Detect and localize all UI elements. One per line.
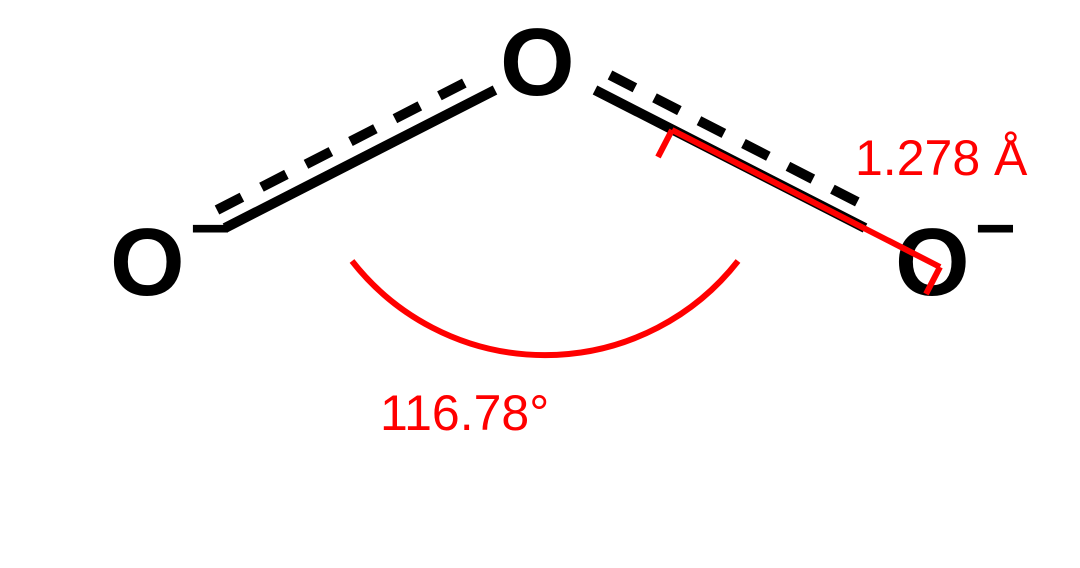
bracket-cap-top: [658, 130, 672, 157]
atom-center-label: O: [500, 9, 575, 116]
bond-length-label: 1.278 Å: [855, 130, 1028, 186]
molecule-diagram: O − O O − 116.78° 1.278 Å: [0, 0, 1080, 568]
bond-left-solid: [225, 90, 495, 228]
angle-annotation: 116.78°: [352, 261, 738, 441]
atom-left-label: O: [110, 209, 185, 316]
bond-left-dashed: [217, 75, 480, 210]
atom-right-minus-icon: −: [975, 189, 1016, 267]
angle-arc: [352, 261, 738, 355]
atom-left-minus-icon: −: [190, 189, 231, 267]
bond-right-dashed: [610, 75, 873, 210]
angle-label: 116.78°: [380, 385, 549, 441]
